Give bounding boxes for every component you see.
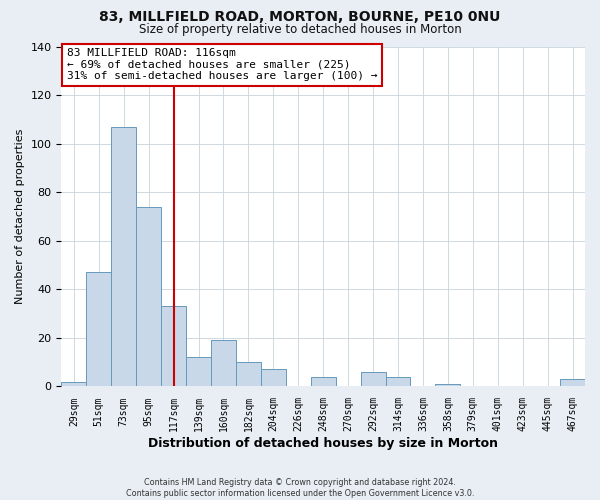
Y-axis label: Number of detached properties: Number of detached properties xyxy=(15,129,25,304)
Bar xyxy=(61,382,86,386)
Bar xyxy=(560,379,585,386)
Bar xyxy=(311,377,335,386)
Bar xyxy=(211,340,236,386)
Text: Contains HM Land Registry data © Crown copyright and database right 2024.
Contai: Contains HM Land Registry data © Crown c… xyxy=(126,478,474,498)
Text: Size of property relative to detached houses in Morton: Size of property relative to detached ho… xyxy=(139,22,461,36)
Text: 83 MILLFIELD ROAD: 116sqm
← 69% of detached houses are smaller (225)
31% of semi: 83 MILLFIELD ROAD: 116sqm ← 69% of detac… xyxy=(67,48,377,82)
Bar xyxy=(261,370,286,386)
Bar xyxy=(186,358,211,386)
X-axis label: Distribution of detached houses by size in Morton: Distribution of detached houses by size … xyxy=(148,437,498,450)
Bar xyxy=(236,362,261,386)
Bar xyxy=(86,272,111,386)
Text: 83, MILLFIELD ROAD, MORTON, BOURNE, PE10 0NU: 83, MILLFIELD ROAD, MORTON, BOURNE, PE10… xyxy=(100,10,500,24)
Bar xyxy=(361,372,386,386)
Bar xyxy=(111,126,136,386)
Bar xyxy=(436,384,460,386)
Bar xyxy=(136,207,161,386)
Bar xyxy=(386,377,410,386)
Bar xyxy=(161,306,186,386)
